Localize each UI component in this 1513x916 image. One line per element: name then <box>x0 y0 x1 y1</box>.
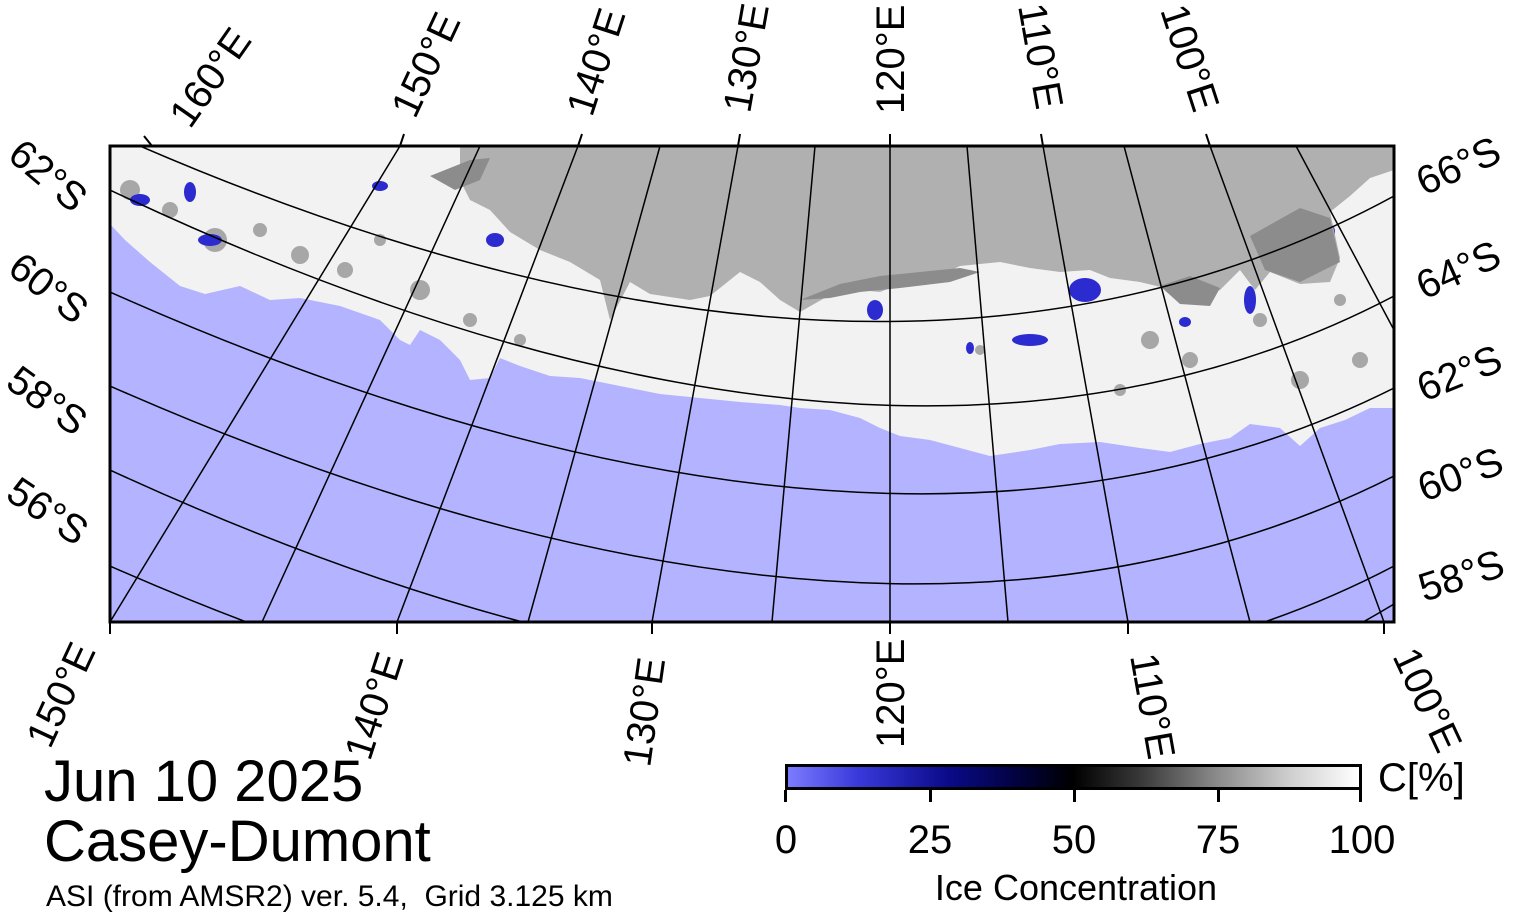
colorbar-tick-label: 75 <box>1195 818 1241 862</box>
frame-ticks <box>109 133 1385 634</box>
top-lon-label-130: 130°E <box>716 0 778 115</box>
ice-texture <box>120 180 1368 396</box>
colorbar-tick <box>1359 790 1362 802</box>
bottom-lon-label-100: 100°E <box>1384 641 1470 759</box>
bottom-lon-label-130: 130°E <box>615 655 674 769</box>
top-lon-label-110: 110°E <box>1009 0 1071 112</box>
bottom-lon-label-110: 110°E <box>1121 650 1183 762</box>
region-label: Casey-Dumont <box>44 809 431 874</box>
left-lat-label-58: 58°S <box>0 358 95 445</box>
colorbar-tick <box>1217 790 1220 802</box>
colorbar-unit: C[%] <box>1378 756 1465 800</box>
colorbar-tick <box>1073 790 1076 802</box>
top-lon-label-150: 150°E <box>383 6 469 124</box>
top-lon-label-140: 140°E <box>559 3 635 121</box>
graticule-meridians <box>110 146 1394 622</box>
colorbar-tick <box>929 790 932 802</box>
right-lat-label-58: 58°S <box>1413 542 1510 611</box>
left-lat-label-56: 56°S <box>0 469 96 554</box>
colorbar-tick <box>784 790 787 802</box>
colorbar-tick-label: 100 <box>1328 818 1396 862</box>
colorbar-tick-label: 0 <box>774 818 798 862</box>
bottom-lon-label-120: 120°E <box>869 639 913 748</box>
left-lat-label-62: 62°S <box>0 131 95 221</box>
antarctica-land <box>460 146 1394 320</box>
product-label: ASI (from AMSR2) ver. 5.4, Grid 3.125 km <box>46 880 613 913</box>
graticule-parallels <box>110 146 1394 622</box>
top-lon-label-120: 120°E <box>869 5 913 114</box>
right-lat-label-64: 64°S <box>1410 233 1508 309</box>
top-lon-label-160: 160°E <box>161 20 260 135</box>
right-lat-label-62: 62°S <box>1411 337 1508 410</box>
map-frame <box>108 144 1396 624</box>
right-lat-label-66: 66°S <box>1410 129 1508 205</box>
colorbar-tick-label: 50 <box>1051 818 1097 862</box>
bottom-lon-label-150: 150°E <box>18 636 104 754</box>
bottom-lon-label-140: 140°E <box>337 647 413 765</box>
colorbar <box>785 764 1362 790</box>
top-lon-label-100: 100°E <box>1151 0 1227 117</box>
date-label: Jun 10 2025 <box>44 749 364 814</box>
colorbar-title: Ice Concentration <box>934 867 1218 908</box>
colorbar-tick-label: 25 <box>907 818 953 862</box>
right-lat-label-60: 60°S <box>1412 439 1509 510</box>
left-lat-label-60: 60°S <box>0 244 96 332</box>
